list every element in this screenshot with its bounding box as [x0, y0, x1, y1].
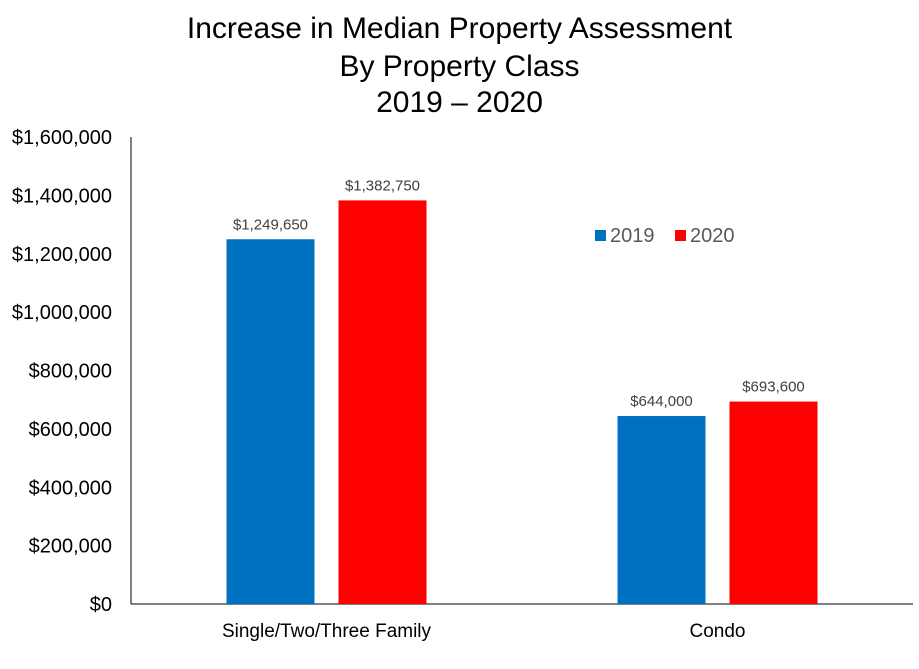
- data-label: $644,000: [630, 393, 693, 410]
- bar-2020: [338, 200, 427, 604]
- x-tick-label: Condo: [690, 621, 746, 642]
- data-label: $693,600: [742, 379, 805, 396]
- chart-title-line-3: 2019 – 2020: [376, 86, 543, 119]
- legend-label: 2020: [690, 225, 735, 247]
- bar-2020: [729, 401, 818, 604]
- bar-2019: [226, 239, 315, 604]
- chart-title-line-2: By Property Class: [339, 50, 580, 83]
- y-tick-label: $200,000: [29, 536, 112, 558]
- legend-swatch-2019: [595, 230, 606, 241]
- data-label: $1,382,750: [345, 177, 420, 194]
- data-label: $1,249,650: [233, 216, 308, 233]
- bar-2019: [617, 416, 706, 604]
- y-tick-label: $600,000: [29, 419, 112, 441]
- y-tick-label: $0: [90, 594, 112, 616]
- y-tick-label: $1,200,000: [12, 244, 112, 266]
- y-tick-label: $1,600,000: [12, 127, 112, 149]
- legend-swatch-2020: [675, 230, 686, 241]
- legend-label: 2019: [610, 225, 655, 247]
- y-tick-label: $400,000: [29, 477, 112, 499]
- x-tick-label: Single/Two/Three Family: [222, 621, 432, 642]
- y-tick-label: $800,000: [29, 361, 112, 383]
- y-tick-label: $1,000,000: [12, 302, 112, 324]
- y-tick-label: $1,400,000: [12, 185, 112, 207]
- chart-title-line-1: Increase in Median Property Assessment: [186, 12, 733, 45]
